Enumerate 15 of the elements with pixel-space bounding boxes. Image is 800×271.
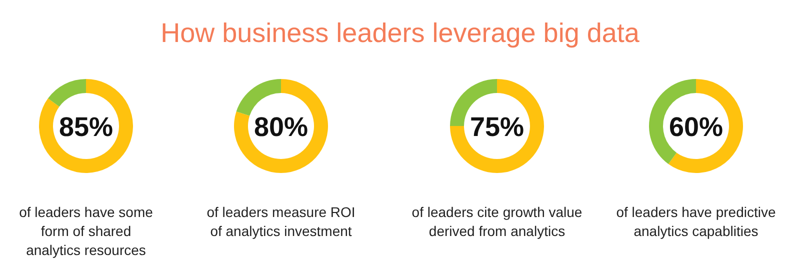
data-label: 80% bbox=[254, 112, 308, 142]
donut-slice bbox=[48, 79, 86, 107]
text: of leaders measure ROI of analytics investment bbox=[206, 204, 356, 239]
text: of leaders cite growth value derived from analytics bbox=[412, 204, 582, 239]
data-label: 60% bbox=[668, 112, 724, 142]
text: of leaders have some form of shared analytics resources bbox=[19, 204, 154, 258]
donut-slice bbox=[236, 79, 281, 116]
donut-slice bbox=[450, 79, 544, 173]
donut-slice bbox=[39, 79, 133, 173]
donut-slice bbox=[668, 79, 743, 173]
donut-slice bbox=[234, 79, 328, 173]
text: How business leaders leverage big data bbox=[160, 18, 640, 48]
data-label: 85% bbox=[58, 112, 114, 142]
text: of leaders have predictive analytics capablities bbox=[616, 204, 776, 239]
data-label: 75% bbox=[470, 112, 524, 142]
